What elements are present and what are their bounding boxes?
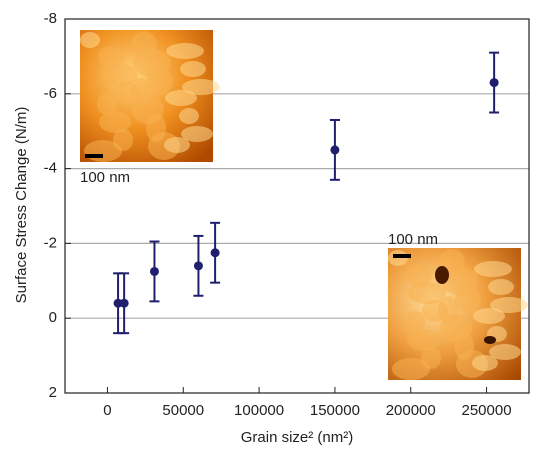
y-tick-label: -2: [44, 234, 57, 251]
grain: [405, 311, 425, 333]
x-tick-label: 150000: [310, 402, 360, 419]
grain: [131, 31, 157, 59]
grain: [489, 344, 521, 360]
grain: [166, 43, 204, 59]
data-point: [489, 78, 499, 88]
y-tick-label: -6: [44, 85, 57, 102]
grain: [407, 329, 439, 351]
grain: [408, 282, 446, 304]
scale-bar: [393, 254, 411, 258]
pit: [484, 336, 496, 344]
grain: [97, 93, 117, 115]
pit: [435, 266, 449, 284]
grain: [99, 111, 131, 133]
x-tick-label: 250000: [462, 402, 512, 419]
grain: [179, 108, 199, 124]
data-point: [119, 298, 129, 308]
grain: [181, 126, 213, 142]
y-tick-label: -8: [44, 10, 57, 27]
grain: [100, 64, 138, 86]
grain: [84, 140, 122, 162]
grain: [472, 355, 498, 371]
inset-label: 100 nm: [388, 231, 438, 248]
y-tick-label: 0: [49, 309, 57, 326]
x-tick-label: 100000: [234, 402, 284, 419]
grain: [406, 264, 432, 286]
grain: [488, 279, 514, 295]
grain: [182, 79, 220, 95]
grain: [180, 61, 206, 77]
grain: [490, 297, 528, 313]
y-axis-label: Surface Stress Change (N/m): [13, 107, 30, 304]
grain: [438, 296, 458, 324]
data-point: [330, 145, 340, 155]
grain: [98, 46, 124, 68]
inset-label: 100 nm: [80, 169, 130, 186]
scale-bar: [85, 154, 103, 158]
grain: [473, 308, 505, 324]
y-tick-label: 2: [49, 384, 57, 401]
grain: [164, 137, 190, 153]
x-tick-label: 200000: [386, 402, 436, 419]
grain: [130, 78, 150, 106]
data-point: [149, 266, 159, 276]
grain: [80, 32, 100, 48]
x-tick-label: 0: [103, 402, 111, 419]
data-point: [210, 248, 220, 258]
y-tick-label: -4: [44, 160, 57, 177]
x-tick-label: 50000: [162, 402, 204, 419]
grain: [474, 261, 512, 277]
plot-frame: [64, 18, 530, 394]
grain: [392, 358, 430, 380]
x-axis-label: Grain size² (nm²): [241, 429, 354, 446]
grain: [165, 90, 197, 106]
data-point: [193, 261, 203, 271]
